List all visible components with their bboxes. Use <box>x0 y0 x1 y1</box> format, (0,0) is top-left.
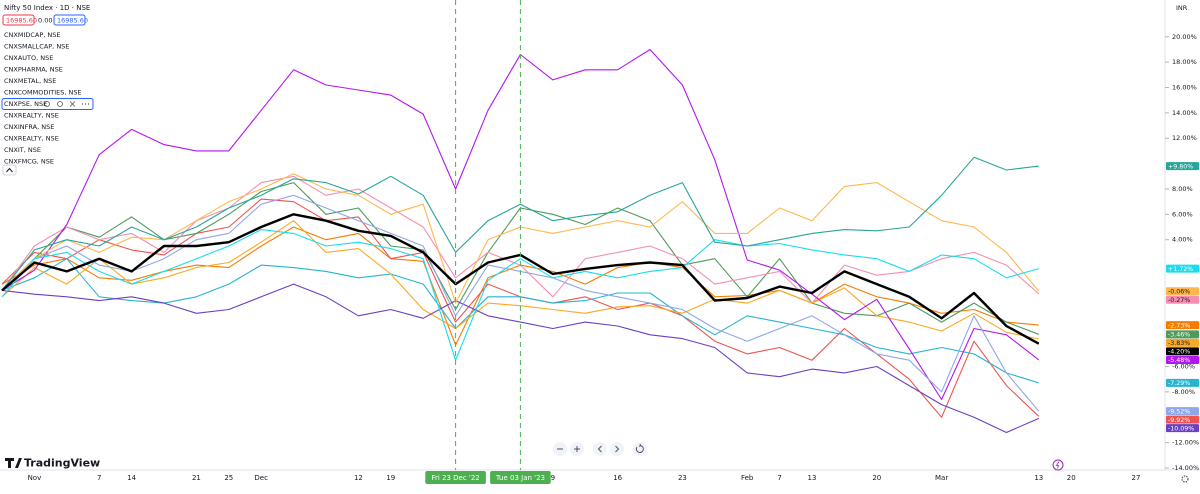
last-value-label: -2.73% <box>1168 322 1190 329</box>
last-value-label: +9.80% <box>1168 163 1193 170</box>
last-value-badge <box>1166 264 1199 273</box>
last-value-badge <box>1166 407 1199 416</box>
legend-entry: CNXREALTY, NSE <box>4 135 59 143</box>
chart-title: Nifty 50 Index · 1D · NSE <box>4 4 90 12</box>
legend-eye-icon[interactable] <box>44 101 50 107</box>
last-value-label: -7.29% <box>1168 380 1190 387</box>
last-value-badge <box>1166 321 1199 330</box>
x-tick-label: 21 <box>192 474 201 482</box>
legend-entry: CNXCOMMODITIES, NSE <box>4 89 82 97</box>
x-tick-label: Mar <box>935 474 948 482</box>
crosshair-label-box <box>425 471 486 484</box>
last-value-label: -5.48% <box>1168 357 1190 364</box>
last-value-label: -9.52% <box>1168 408 1190 415</box>
last-value-badge <box>1166 415 1199 424</box>
y-tick-label: 18.00% <box>1172 58 1197 66</box>
legend-remove-icon[interactable] <box>69 101 76 107</box>
last-value-badge <box>1166 330 1199 339</box>
last-value-label: -0.27% <box>1168 297 1190 304</box>
x-tick-label: 16 <box>613 474 622 482</box>
legend-entry: CNXMIDCAP, NSE <box>4 31 61 39</box>
last-value-badge <box>1166 424 1199 433</box>
last-value-label: -0.06% <box>1168 289 1190 296</box>
last-value-badge <box>1166 338 1199 347</box>
x-tick-label: 9 <box>551 474 555 482</box>
legend-entry: CNXREALTY, NSE <box>4 112 59 120</box>
x-tick-label: 14 <box>127 474 136 482</box>
x-tick-label: 7 <box>97 474 101 482</box>
price-close: 16985.60 <box>57 17 88 25</box>
price-box <box>2 14 35 26</box>
legend-entry: CNXFMCG, NSE <box>4 158 54 166</box>
y-tick-label: 12.00% <box>1172 134 1197 142</box>
last-value-badge <box>1166 162 1199 171</box>
y-tick-label: 6.00% <box>1172 210 1193 218</box>
legend-entry: CNXIT, NSE <box>4 146 41 154</box>
x-tick-label: 20 <box>1067 474 1076 482</box>
legend-settings-icon[interactable] <box>57 101 63 107</box>
legend-entry: CNXAUTO, NSE <box>4 54 53 62</box>
y-tick-label: -14.00% <box>1172 464 1199 472</box>
lightning-icon <box>1055 461 1060 469</box>
collapse-button[interactable] <box>2 164 17 176</box>
scroll-left[interactable] <box>593 442 607 456</box>
chevron-icon <box>6 167 13 173</box>
y-tick-label: -12.00% <box>1172 439 1199 447</box>
last-value-label: -10.09% <box>1168 425 1194 432</box>
y-tick-label: 16.00% <box>1172 84 1197 92</box>
last-value-badge <box>1166 355 1199 364</box>
last-value-label: -3.46% <box>1168 332 1190 339</box>
series-line <box>1 156 1039 291</box>
currency: INR <box>1176 4 1188 12</box>
y-tick-label: -6.00% <box>1172 363 1195 371</box>
y-tick-label: 14.00% <box>1172 109 1197 117</box>
y-tick-label: -8.00% <box>1172 388 1195 396</box>
series-line <box>1 258 1039 384</box>
tradingview-logo: TradingView <box>5 457 100 470</box>
last-value-badge <box>1166 378 1199 387</box>
x-tick-label: 25 <box>224 474 233 482</box>
x-tick-label: Feb <box>741 474 754 482</box>
price-box <box>53 14 86 26</box>
x-tick-label: 27 <box>1132 474 1141 482</box>
settings-icon[interactable] <box>1181 475 1189 483</box>
legend-entry: CNXSMALLCAP, NSE <box>4 43 69 51</box>
last-value-label: -9.92% <box>1168 417 1190 424</box>
x-tick-label: Dec <box>254 474 268 482</box>
series-line <box>1 283 1040 434</box>
price-open: 16985.60 <box>6 17 37 25</box>
series-line <box>1 229 1039 361</box>
x-tick-label: Tue 03 Jan '23 <box>495 474 545 482</box>
x-tick-label: 20 <box>872 474 881 482</box>
x-tick-label: 23 <box>678 474 687 482</box>
x-tick-label: Nov <box>28 474 42 482</box>
nav-buttons <box>553 442 647 456</box>
legend-entry: CNXMETAL, NSE <box>4 77 56 85</box>
crosshair-label-box <box>490 471 551 484</box>
scroll-right[interactable] <box>610 442 624 456</box>
last-value-label: -4.20% <box>1168 349 1190 356</box>
last-value-badge <box>1166 347 1199 356</box>
brand: TradingView <box>24 457 100 470</box>
x-tick-label: 12 <box>354 474 363 482</box>
legend-entry: CNXPHARMA, NSE <box>4 66 63 74</box>
price-change: 0.00 <box>38 17 52 25</box>
y-tick-label: 8.00% <box>1172 185 1193 193</box>
x-tick-label: 13 <box>1034 474 1043 482</box>
reset[interactable] <box>633 442 647 456</box>
x-tick-label: 13 <box>808 474 817 482</box>
last-value-badge <box>1166 295 1199 304</box>
legend-entry: CNXPSE, NSE <box>4 100 47 108</box>
last-value-label: -3.83% <box>1168 340 1190 347</box>
lightning-button[interactable] <box>1052 459 1064 471</box>
y-tick-label: 4.00% <box>1172 236 1193 244</box>
y-tick-label: 20.00% <box>1172 33 1197 41</box>
x-tick-label: 19 <box>386 474 395 482</box>
last-value-badge <box>1166 287 1199 296</box>
x-tick-label: Fri 23 Dec '22 <box>431 474 479 482</box>
last-value-label: +1.72% <box>1168 266 1193 273</box>
x-tick-label: 7 <box>777 474 781 482</box>
legend-entry: CNXINFRA, NSE <box>4 123 54 131</box>
